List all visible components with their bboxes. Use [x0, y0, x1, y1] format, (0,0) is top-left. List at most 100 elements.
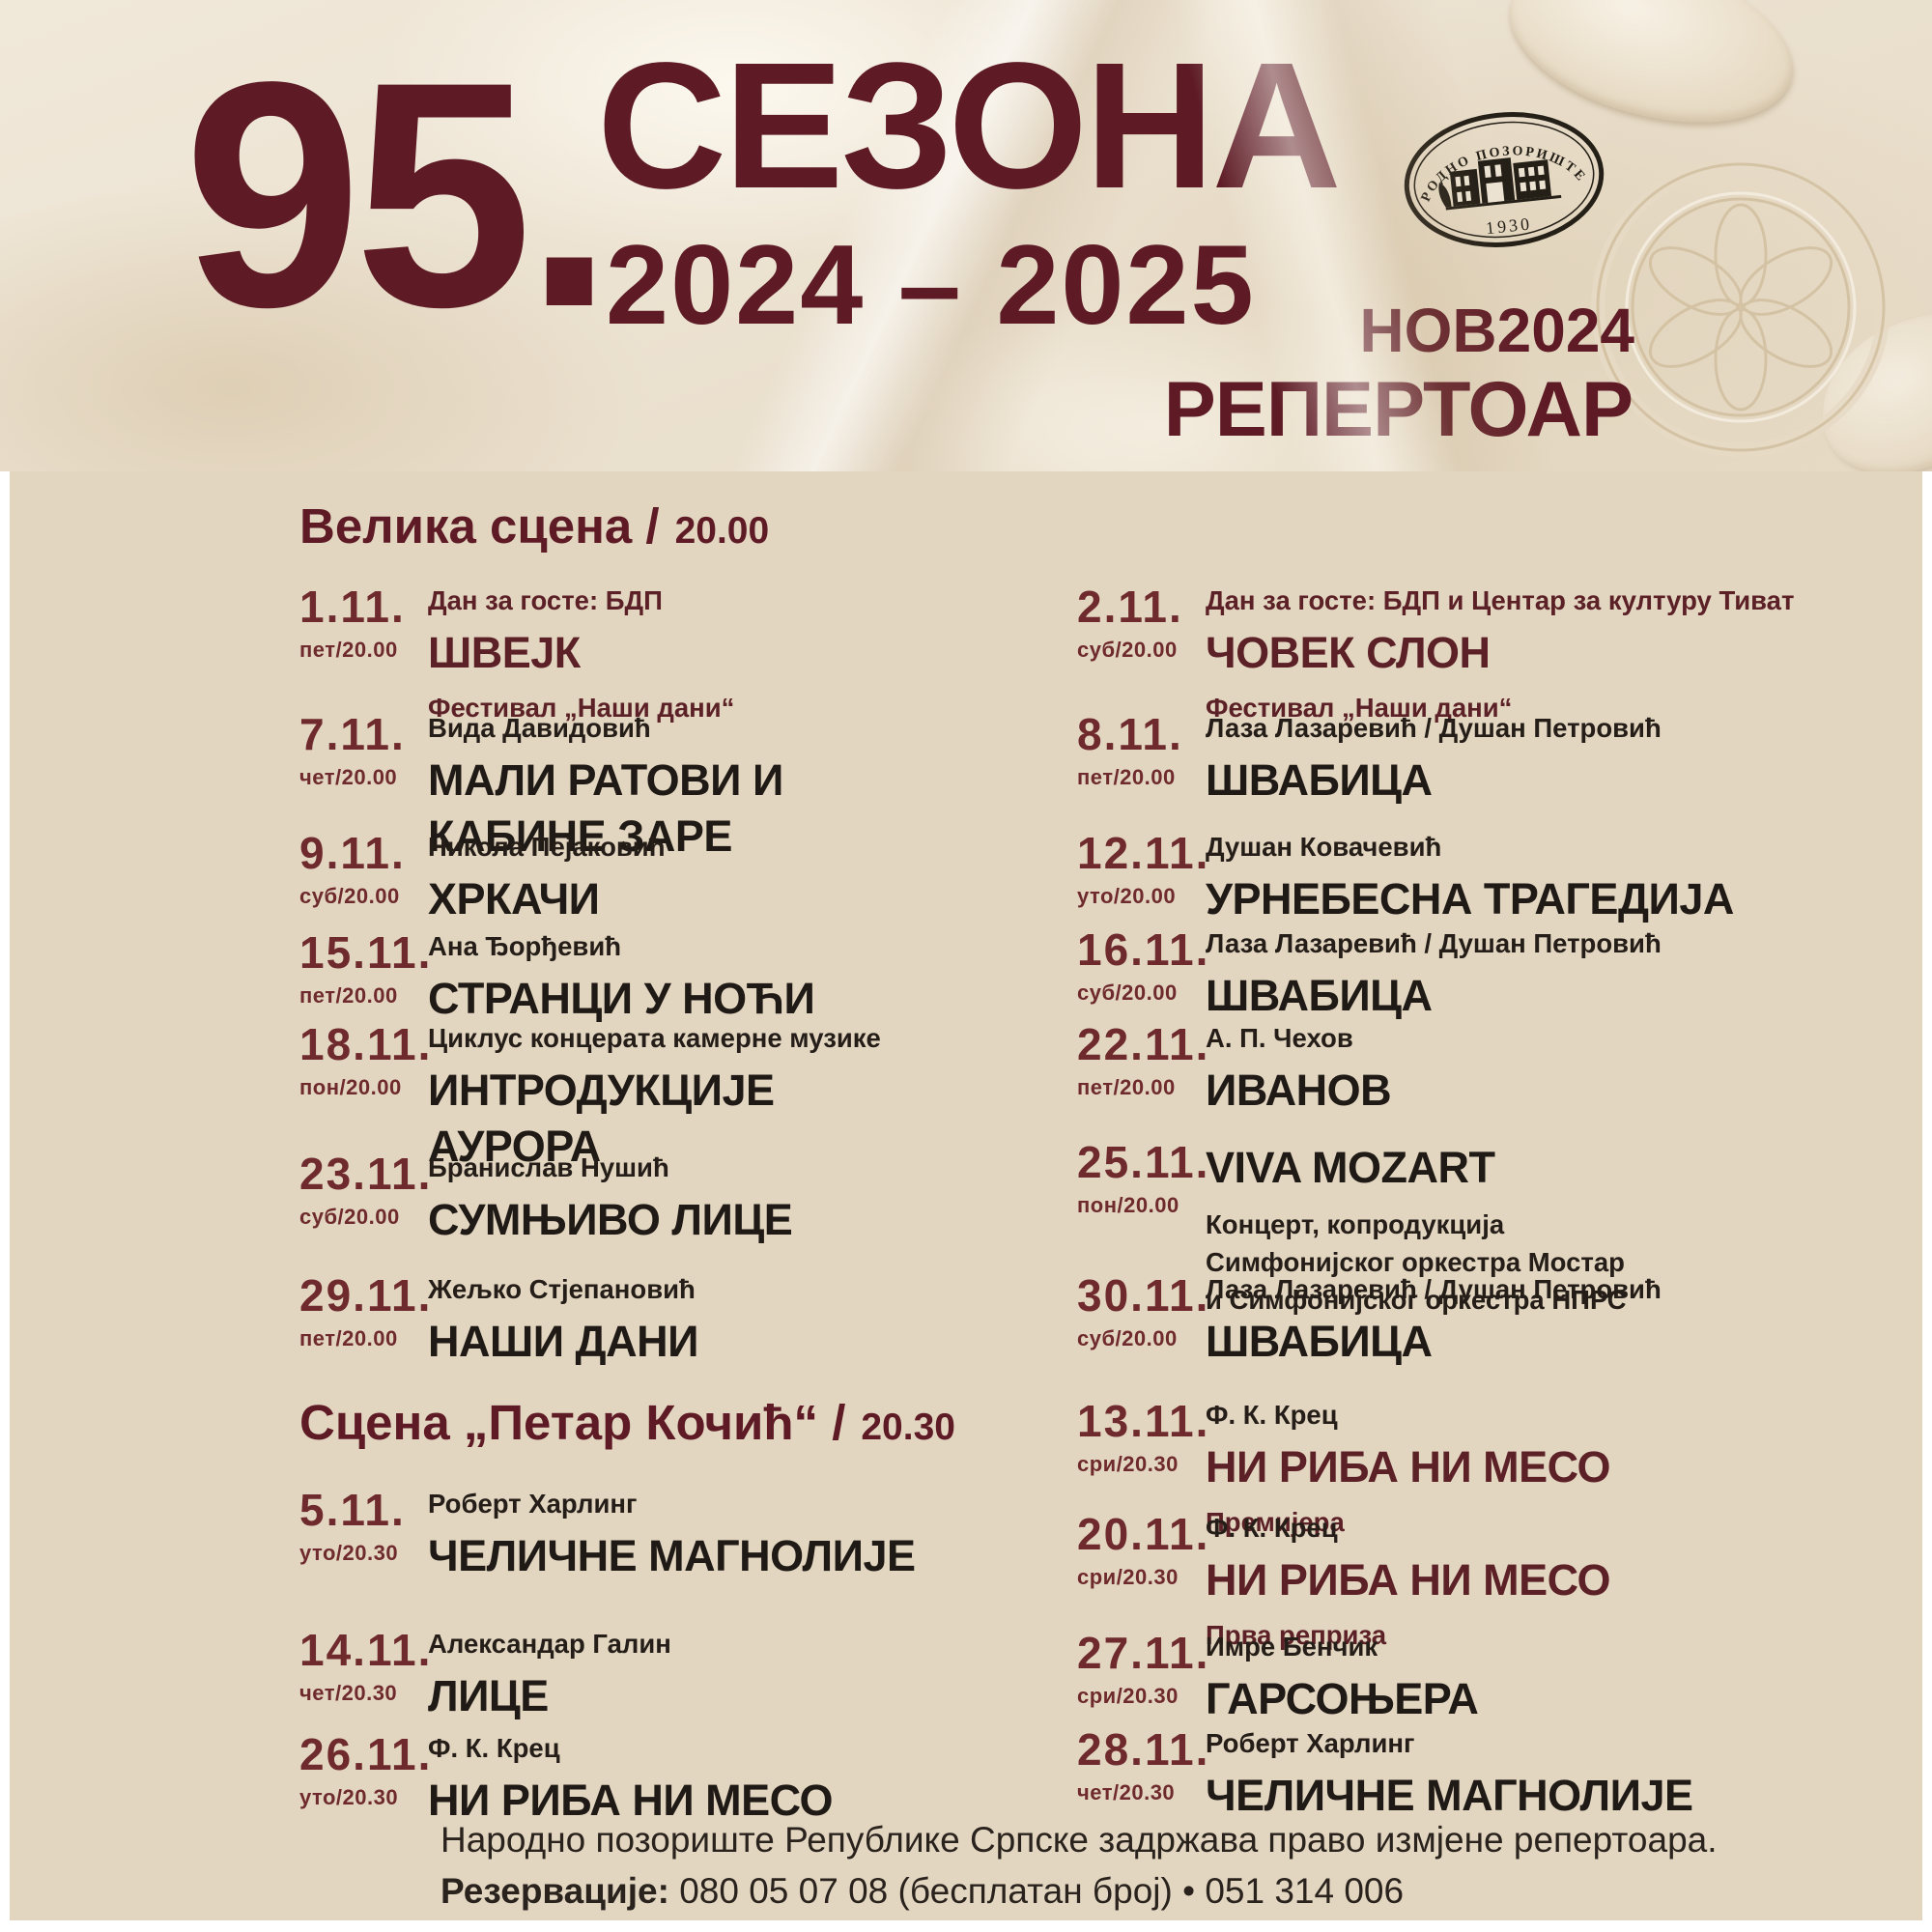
event-author: Ф. К. Крец	[1206, 1400, 1338, 1430]
event-date: 27.11.	[1077, 1628, 1210, 1678]
event-row-15-11: 15.11. пет/20.00 Ана Ђорђевић СТРАНЦИ У …	[299, 930, 815, 1027]
season-number: 95.	[184, 15, 614, 374]
event-details: Дан за госте: БДП ШВЕЈК Фестивал „Наши д…	[428, 584, 734, 724]
event-date: 29.11.	[299, 1270, 433, 1321]
event-details: Роберт Харлинг ЧЕЛИЧНЕ МАГНОЛИЈЕ	[428, 1488, 916, 1584]
event-details: А. П. Чехов ИВАНОВ	[1206, 1022, 1392, 1119]
event-date-block: 20.11. сри/20.30	[1077, 1509, 1210, 1590]
event-row-1-11: 1.11. пет/20.00 Дан за госте: БДП ШВЕЈК …	[299, 584, 734, 724]
theatre-logo: НАРОДНО ПОЗОРИШТЕ РС	[1394, 98, 1605, 247]
event-day-time: чет/20.30	[299, 1681, 398, 1705]
event-day-time: чет/20.30	[1077, 1780, 1176, 1804]
event-row-27-11: 27.11. сри/20.30 Имре Бенчик ГАРСОЊЕРА	[1077, 1628, 1479, 1727]
event-details: Лаза Лазаревић / Душан Петровић ШВАБИЦА	[1206, 1273, 1662, 1370]
event-date-block: 28.11. чет/20.30	[1077, 1727, 1208, 1805]
event-author: Имре Бенчик	[1206, 1632, 1378, 1662]
event-row-30-11: 30.11. суб/20.00 Лаза Лазаревић / Душан …	[1077, 1273, 1662, 1370]
event-author: Бранислав Нушић	[428, 1152, 669, 1182]
event-date-block: 22.11. пет/20.00	[1077, 1019, 1210, 1100]
event-details: Бранислав Нушић СУМЊИВО ЛИЦЕ	[428, 1151, 793, 1248]
event-details: Ф. К. Крец НИ РИБА НИ МЕСО Премијера	[1206, 1399, 1611, 1538]
event-title: ШВАБИЦА	[1206, 971, 1433, 1021]
event-date-block: 5.11. уто/20.30	[299, 1488, 428, 1566]
event-date: 25.11.	[1077, 1137, 1210, 1187]
event-date-block: 15.11. пет/20.00	[299, 930, 430, 1009]
event-date: 22.11.	[1077, 1019, 1210, 1069]
event-author: Ана Ђорђевић	[428, 931, 622, 961]
event-details: Ф. К. Крец НИ РИБА НИ МЕСО	[428, 1732, 834, 1829]
event-title: ЛИЦЕ	[428, 1671, 549, 1721]
event-title: ШВЕЈК	[428, 628, 581, 678]
event-date-block: 7.11. чет/20.00	[299, 712, 428, 790]
footer-reservations: Резервације: 080 05 07 08 (бесплатан бро…	[440, 1871, 1404, 1912]
event-day-time: пет/20.00	[1077, 765, 1176, 789]
event-details: Душан Ковачевић УРНЕБЕСНА ТРАГЕДИЈА	[1206, 831, 1734, 927]
event-day-time: уто/20.30	[299, 1785, 399, 1809]
event-row-2-11: 2.11. суб/20.00 Дан за госте: БДП и Цент…	[1077, 584, 1794, 724]
event-author: Лаза Лазаревић / Душан Петровић	[1206, 1274, 1662, 1304]
event-row-16-11: 16.11. суб/20.00 Лаза Лазаревић / Душан …	[1077, 927, 1662, 1024]
logo-building-icon	[1438, 157, 1562, 211]
section-time: 20.30	[861, 1406, 955, 1448]
event-details: Дан за госте: БДП и Центар за културу Ти…	[1206, 584, 1794, 724]
event-date-block: 12.11. уто/20.00	[1077, 828, 1210, 909]
event-row-14-11: 14.11. чет/20.30 Александар Галин ЛИЦЕ	[299, 1628, 671, 1724]
repertoire-word: РЕПЕРТОАР	[1163, 366, 1634, 453]
event-title: ЧОВЕК СЛОН	[1206, 628, 1491, 678]
event-author: Жељко Стјепановић	[428, 1274, 696, 1304]
event-author: Вида Давидовић	[428, 713, 651, 743]
event-title: НАШИ ДАНИ	[428, 1317, 698, 1367]
event-details: Вида Давидовић МАЛИ РАТОВИ И КАБИНЕ ЗАРЕ	[428, 712, 783, 865]
svg-text:НАРОДНО ПОЗОРИШТЕ РС: НАРОДНО ПОЗОРИШТЕ РС	[1394, 98, 1594, 210]
event-author: Ф. К. Крец	[428, 1733, 560, 1763]
event-row-5-11: 5.11. уто/20.30 Роберт Харлинг ЧЕЛИЧНЕ М…	[299, 1488, 916, 1584]
event-author: Никола Пејаковић	[428, 832, 666, 862]
event-day-time: пет/20.00	[299, 638, 398, 662]
event-details: Ф. К. Крец НИ РИБА НИ МЕСО Прва реприза	[1206, 1512, 1611, 1651]
event-title: НИ РИБА НИ МЕСО	[1206, 1442, 1611, 1492]
event-title: ШВАБИЦА	[1206, 755, 1433, 806]
event-date: 2.11.	[1077, 582, 1183, 632]
event-row-7-11: 7.11. чет/20.00 Вида Давидовић МАЛИ РАТО…	[299, 712, 783, 865]
event-day-time: пон/20.00	[1077, 1193, 1179, 1217]
issue-tag: НОВ2024	[1359, 296, 1634, 365]
event-details: Ана Ђорђевић СТРАНЦИ У НОЋИ	[428, 930, 815, 1027]
banner: 95. СЕЗОНА 2024 – 2025 НАРОДНО ПОЗОРИШТЕ…	[0, 0, 1932, 471]
event-date: 18.11.	[299, 1019, 433, 1069]
event-day-time: суб/20.00	[1077, 980, 1178, 1005]
event-author: Лаза Лазаревић / Душан Петровић	[1206, 713, 1662, 743]
event-date: 30.11.	[1077, 1270, 1210, 1321]
event-author: Лаза Лазаревић / Душан Петровић	[1206, 928, 1662, 958]
event-date-block: 9.11. суб/20.00	[299, 831, 428, 909]
event-title: ИВАНОВ	[1206, 1065, 1392, 1116]
event-day-time: пет/20.00	[299, 983, 398, 1008]
section-header-velika-scena: Велика сцена / 20.00	[299, 497, 769, 554]
event-title: ЧЕЛИЧНЕ МАГНОЛИЈЕ	[428, 1531, 916, 1581]
event-title: НИ РИБА НИ МЕСО	[1206, 1555, 1611, 1605]
reservations-numbers: 080 05 07 08 (бесплатан број) • 051 314 …	[668, 1871, 1405, 1911]
event-date-block: 29.11. пет/20.00	[299, 1270, 433, 1351]
event-day-time: сри/20.30	[1077, 1452, 1179, 1476]
event-title: МАЛИ РАТОВИ И КАБИНЕ ЗАРЕ	[428, 755, 783, 861]
event-title: ГАРСОЊЕРА	[1206, 1674, 1479, 1724]
event-date-block: 1.11. пет/20.00	[299, 584, 428, 663]
section-time: 20.00	[674, 510, 770, 552]
event-details: Роберт Харлинг ЧЕЛИЧНЕ МАГНОЛИЈЕ	[1206, 1727, 1693, 1824]
event-date-block: 27.11. сри/20.30	[1077, 1628, 1210, 1709]
event-author: Дан за госте: БДП и Центар за културу Ти…	[1206, 585, 1795, 615]
event-row-18-11: 18.11. пон/20.00 Циклус концерата камерн…	[299, 1022, 881, 1175]
event-date-block: 13.11. сри/20.30	[1077, 1399, 1208, 1477]
season-word: СЕЗОНА	[597, 26, 1342, 226]
event-date: 20.11.	[1077, 1509, 1210, 1559]
event-date-block: 25.11. пон/20.00	[1077, 1137, 1210, 1218]
event-date-block: 8.11. пет/20.00	[1077, 712, 1206, 790]
event-row-9-11: 9.11. суб/20.00 Никола Пејаковић ХРКАЧИ	[299, 831, 666, 927]
event-date-block: 18.11. пон/20.00	[299, 1019, 433, 1100]
event-date-block: 2.11. суб/20.00	[1077, 584, 1206, 663]
section-name: Сцена „Петар Кочић“ /	[299, 1395, 846, 1450]
footer-disclaimer: Народно позориште Републике Српске задрж…	[440, 1820, 1718, 1860]
event-date: 12.11.	[1077, 828, 1210, 878]
event-row-13-11: 13.11. сри/20.30 Ф. К. Крец НИ РИБА НИ М…	[1077, 1399, 1611, 1538]
event-day-time: суб/20.00	[1077, 1326, 1178, 1350]
